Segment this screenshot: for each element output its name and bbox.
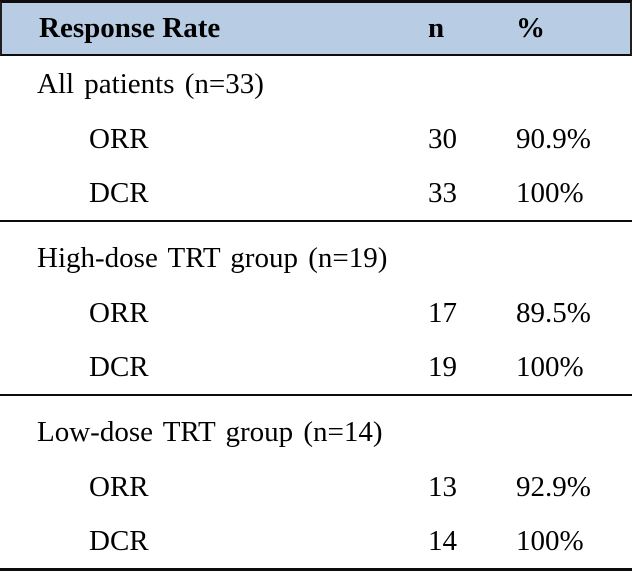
table-bottom-border [0, 568, 632, 571]
row-n-value: 13 [428, 470, 457, 503]
row-label: ORR [89, 122, 149, 155]
table-row-orr: ORR 17 89.5% [0, 286, 632, 340]
section-title-row: High-dose TRT group (n=19) [0, 230, 632, 286]
row-pct-value: 100% [516, 524, 584, 557]
table-row-orr: ORR 30 90.9% [0, 112, 632, 166]
table-row-orr: ORR 13 92.9% [0, 460, 632, 514]
section-title-row: All patients (n=33) [0, 56, 632, 112]
section-title: Low-dose TRT group (n=14) [37, 415, 383, 448]
row-pct-value: 92.9% [516, 470, 591, 503]
row-n-value: 30 [428, 122, 457, 155]
section-all-patients: All patients (n=33) ORR 30 90.9% DCR 33 … [0, 56, 632, 220]
section-low-dose-trt: Low-dose TRT group (n=14) ORR 13 92.9% D… [0, 396, 632, 568]
row-label: DCR [89, 350, 149, 383]
table-row-dcr: DCR 14 100% [0, 514, 632, 568]
row-label: DCR [89, 524, 149, 557]
row-label: DCR [89, 176, 149, 209]
section-divider [0, 220, 632, 222]
row-n-value: 17 [428, 296, 457, 329]
section-title-row: Low-dose TRT group (n=14) [0, 404, 632, 460]
section-divider [0, 394, 632, 396]
row-n-value: 19 [428, 350, 457, 383]
row-n-value: 33 [428, 176, 457, 209]
section-title: All patients (n=33) [37, 67, 264, 100]
row-pct-value: 100% [516, 176, 584, 209]
row-n-value: 14 [428, 524, 457, 557]
table-header-row: Response Rate n % [0, 0, 632, 56]
header-cell-n: n [428, 12, 445, 44]
row-label: ORR [89, 296, 149, 329]
row-pct-value: 100% [516, 350, 584, 383]
row-pct-value: 89.5% [516, 296, 591, 329]
section-high-dose-trt: High-dose TRT group (n=19) ORR 17 89.5% … [0, 222, 632, 394]
row-label: ORR [89, 470, 149, 503]
row-pct-value: 90.9% [516, 122, 591, 155]
section-title: High-dose TRT group (n=19) [37, 241, 388, 274]
table-row-dcr: DCR 19 100% [0, 340, 632, 394]
header-cell-percent: % [516, 12, 545, 44]
table-row-dcr: DCR 33 100% [0, 166, 632, 220]
header-cell-response-rate: Response Rate [39, 12, 221, 44]
